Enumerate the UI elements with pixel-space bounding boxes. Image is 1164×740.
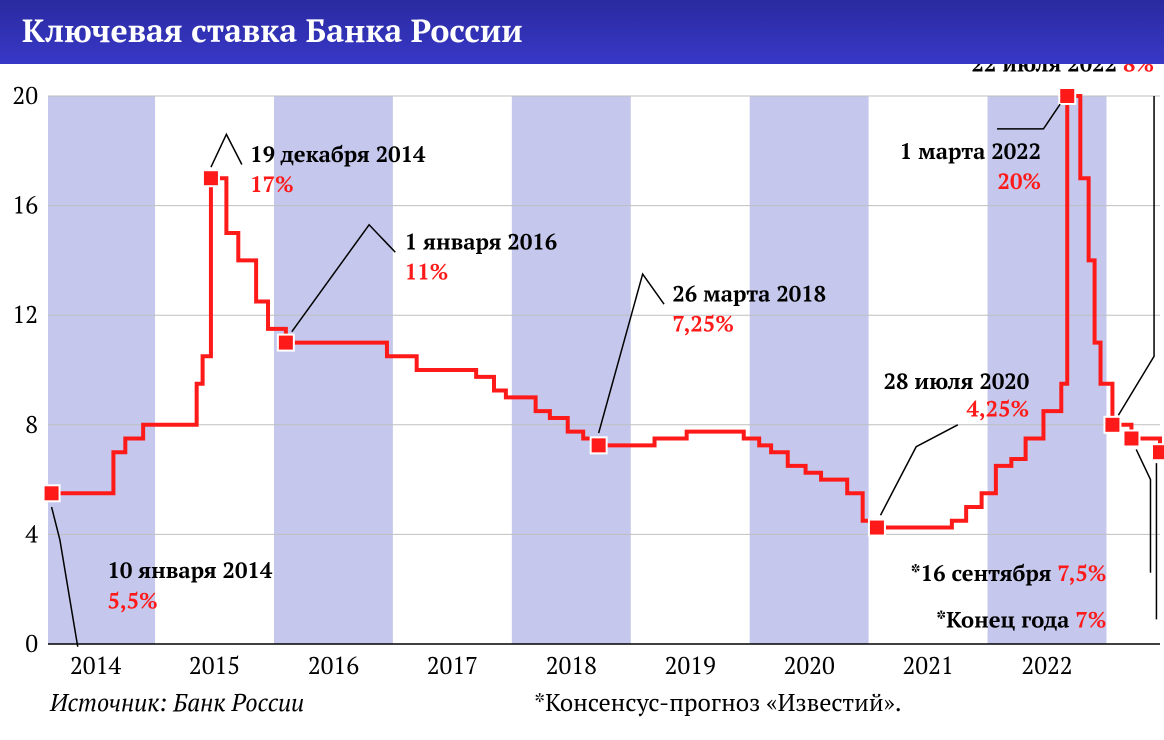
annotation-date: 10 января 2014 [107, 556, 272, 585]
chart-title-bar: Ключевая ставка Банка России [0, 0, 1164, 64]
annotation-value: 20% [998, 167, 1042, 196]
source-label: Источник: Банк России [50, 686, 304, 718]
annotation-label: *16 сентября 7,5% [910, 559, 1106, 588]
x-tick-label: 2021 [902, 649, 953, 681]
y-tick-label: 0 [25, 627, 38, 659]
year-band [750, 96, 869, 644]
year-band [512, 96, 631, 644]
x-tick-label: 2020 [784, 649, 835, 681]
annotation-label: *Конец года 7% [936, 606, 1106, 635]
rate-marker [1152, 444, 1164, 460]
rate-marker [278, 335, 294, 351]
annotation-date: 1 января 2016 [405, 227, 557, 256]
rate-marker [1123, 431, 1139, 447]
x-tick-label: 2015 [189, 649, 240, 681]
annotation-leader [1118, 96, 1154, 415]
annotation-leader [1136, 449, 1150, 572]
annotation-value: 5,5% [107, 586, 157, 615]
chart-title: Ключевая ставка Банка России [22, 10, 523, 52]
y-tick-label: 16 [12, 189, 38, 221]
y-tick-label: 20 [12, 79, 38, 111]
consensus-label: *Консенсус-прогноз «Известий». [534, 686, 901, 718]
x-tick-label: 2022 [1021, 649, 1072, 681]
rate-marker [203, 170, 219, 186]
annotation-value: 11% [405, 258, 449, 287]
rate-marker [869, 520, 885, 536]
y-tick-label: 4 [25, 517, 38, 549]
rate-marker [591, 437, 607, 453]
chart-area: 0 4 8 12 16 20 2014 2015 2016 2017 2018 2019 2020 202… [0, 64, 1164, 682]
chart-footer: Источник: Банк России *Консенсус-прогноз… [0, 682, 1164, 718]
annotation-label: 22 июля 2022 8% [971, 64, 1154, 78]
x-tick-label: 2014 [70, 649, 121, 681]
annotation-date: 26 марта 2018 [672, 280, 826, 309]
annotation-date: 19 декабря 2014 [250, 140, 426, 169]
annotation-leader [881, 425, 958, 515]
annotation-value: 7,25% [672, 310, 734, 339]
annotation-date: 1 марта 2022 [900, 137, 1041, 166]
chart-svg: 0 4 8 12 16 20 2014 2015 2016 2017 2018 2019 2020 202… [0, 64, 1164, 682]
y-tick-label: 12 [12, 298, 38, 330]
annotation-value: 4,25% [966, 395, 1029, 424]
rate-marker [44, 485, 60, 501]
x-tick-label: 2016 [308, 649, 359, 681]
annotation-date: 28 июля 2020 [884, 367, 1030, 396]
y-tick-label: 8 [25, 408, 38, 440]
x-tick-label: 2017 [427, 649, 478, 681]
x-tick-label: 2019 [665, 649, 716, 681]
rate-marker [1104, 417, 1120, 433]
annotation-leader [211, 134, 242, 167]
x-tick-label: 2018 [546, 649, 597, 681]
annotation-value: 17% [250, 170, 294, 199]
rate-marker [1059, 88, 1075, 104]
